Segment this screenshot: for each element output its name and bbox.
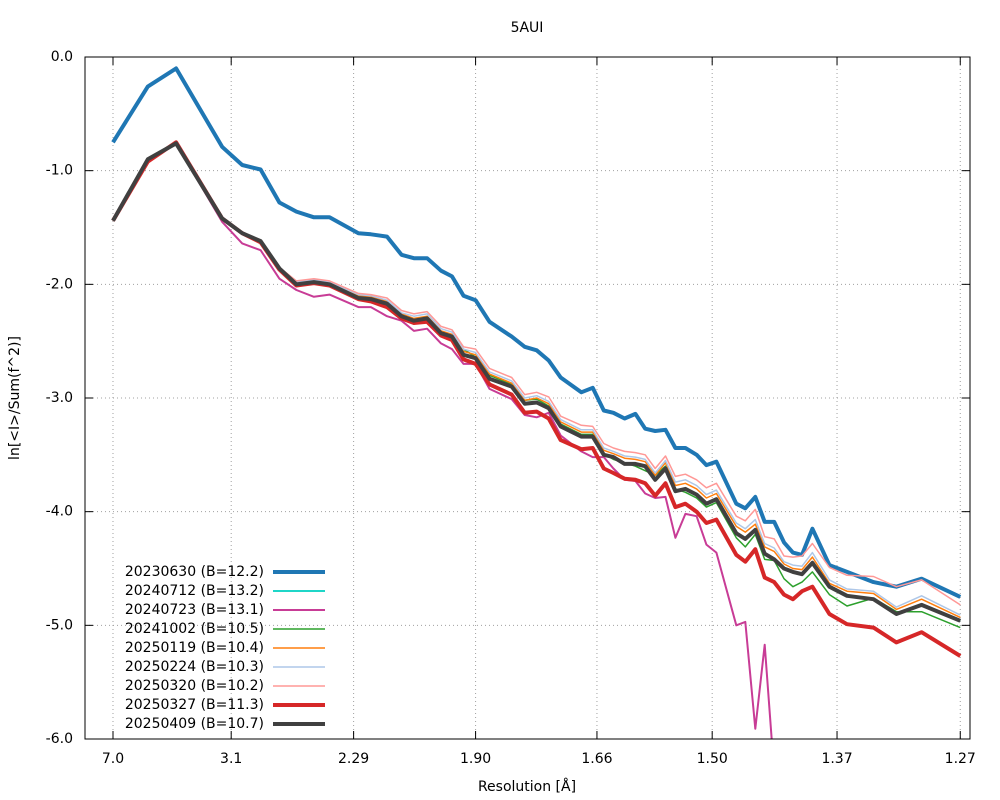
grid <box>85 56 970 740</box>
x-tick-label: 2.29 <box>338 751 369 767</box>
legend-label: 20250320 (B=10.2) <box>125 678 264 694</box>
x-tick-label: 1.37 <box>821 751 852 767</box>
series-line <box>112 142 773 739</box>
y-tick-label: 0.0 <box>51 49 73 65</box>
legend: 20230630 (B=12.2) 20240712 (B=13.2) 202407… <box>125 564 325 732</box>
y-tick-label: -2.0 <box>46 276 73 292</box>
x-tick-label: 1.90 <box>460 751 491 767</box>
series-line <box>112 142 961 616</box>
y-axis-label: ln[<I>/Sum(f^2)] <box>7 336 23 460</box>
x-axis-label: Resolution [Å] <box>478 778 576 795</box>
series-line <box>112 142 961 619</box>
series-line <box>112 142 961 629</box>
legend-label: 20250224 (B=10.3) <box>125 659 264 675</box>
y-tick-label: -6.0 <box>46 731 73 747</box>
series-line <box>111 66 962 599</box>
legend-label: 20240712 (B=13.2) <box>125 583 264 599</box>
legend-label: 20241002 (B=10.5) <box>125 621 264 637</box>
x-tick-label: 7.0 <box>102 751 124 767</box>
y-tick-label: -3.0 <box>46 390 73 406</box>
x-tick-label: 1.50 <box>697 751 728 767</box>
x-tick-label: 3.1 <box>220 751 242 767</box>
series-line <box>112 142 961 622</box>
y-tick-label: -4.0 <box>46 504 73 520</box>
legend-label: 20230630 (B=12.2) <box>125 564 264 580</box>
legend-label: 20250409 (B=10.7) <box>125 716 264 732</box>
x-tick-label: 1.27 <box>945 751 976 767</box>
series-line <box>111 141 962 623</box>
legend-label: 20250327 (B=11.3) <box>125 697 264 713</box>
y-tick-label: -1.0 <box>46 163 73 179</box>
plot-area <box>111 66 962 739</box>
x-tick-label: 1.66 <box>581 751 612 767</box>
series-line <box>112 142 961 606</box>
y-tick-label: -5.0 <box>46 617 73 633</box>
chart-title: 5AUI <box>511 20 544 36</box>
legend-label: 20250119 (B=10.4) <box>125 640 264 656</box>
legend-label: 20240723 (B=13.1) <box>125 602 264 618</box>
